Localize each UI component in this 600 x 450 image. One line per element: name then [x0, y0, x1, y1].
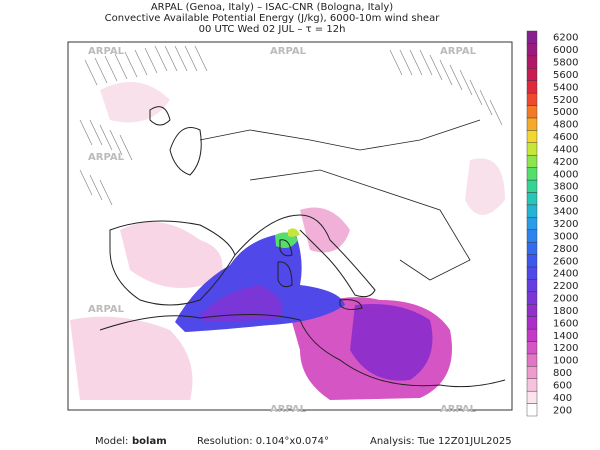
- colorbar-swatch: [526, 154, 538, 168]
- colorbar-label: 3400: [553, 207, 578, 218]
- colorbar-label: 2000: [553, 294, 578, 305]
- colorbar-label: 3200: [553, 219, 578, 230]
- colorbar-swatch: [526, 254, 538, 268]
- colorbar-label: 2200: [553, 281, 578, 292]
- colorbar-label: 3600: [553, 194, 578, 205]
- colorbar-label: 2400: [553, 269, 578, 280]
- colorbar-swatch: [526, 192, 538, 206]
- colorbar-swatch: [526, 353, 538, 367]
- colorbar-swatch: [526, 30, 538, 44]
- map: ARPAL ARPAL ARPAL ARPAL ARPAL ARPAL ARPA…: [67, 41, 513, 415]
- colorbar-swatch: [526, 341, 538, 355]
- colorbar-swatch: [526, 55, 538, 69]
- colorbar-swatch: [526, 43, 538, 57]
- colorbar-swatch: [526, 117, 538, 131]
- colorbar-label: 1400: [553, 331, 578, 342]
- colorbar-label: 2800: [553, 244, 578, 255]
- colorbar-swatch: [526, 366, 538, 379]
- watermark: ARPAL: [88, 152, 125, 163]
- colorbar-swatch: [526, 80, 538, 94]
- header-line: ARPAL (Genoa, Italy) – ISAC-CNR (Bologna…: [151, 2, 393, 13]
- colorbar-label: 4200: [553, 157, 578, 168]
- colorbar-label: 5200: [553, 95, 578, 106]
- colorbar-swatch: [526, 68, 538, 81]
- footer-model: bolam: [132, 436, 167, 447]
- colorbar-label: 4600: [553, 132, 578, 143]
- colorbar-swatch: [526, 316, 538, 330]
- watermark: ARPAL: [440, 46, 477, 57]
- colorbar-label: 3000: [553, 231, 578, 242]
- colorbar-label: 1200: [553, 343, 578, 354]
- colorbar-label: 5000: [553, 107, 578, 118]
- colorbar-label: 6200: [553, 33, 578, 44]
- footer-resolution: Resolution: 0.104°x0.074°: [197, 436, 329, 447]
- colorbar-swatch: [526, 241, 538, 255]
- watermark: ARPAL: [88, 304, 125, 315]
- colorbar-swatch: [526, 204, 538, 218]
- colorbar-swatch: [526, 130, 538, 143]
- footer-label: Model:: [95, 436, 128, 447]
- colorbar-swatch: [526, 378, 538, 392]
- colorbar-swatch: [526, 291, 538, 305]
- colorbar-label: 600: [553, 380, 572, 391]
- header-line: 00 UTC Wed 02 JUL – τ = 12h: [199, 24, 346, 35]
- colorbar-label: 4400: [553, 144, 578, 155]
- colorbar-label: 800: [553, 368, 572, 379]
- colorbar-swatch: [526, 167, 538, 181]
- colorbar-swatch: [526, 266, 538, 280]
- colorbar-swatch: [526, 179, 538, 193]
- watermark: ARPAL: [270, 404, 307, 415]
- colorbar-swatch: [526, 279, 538, 293]
- colorbar-swatch: [526, 403, 538, 417]
- colorbar-label: 6000: [553, 45, 578, 56]
- colorbar-swatch: [526, 229, 538, 243]
- colorbar-label: 5600: [553, 70, 578, 81]
- colorbar-label: 1000: [553, 356, 578, 367]
- colorbar-swatch: [526, 304, 538, 317]
- colorbar-label: 400: [553, 393, 572, 404]
- colorbar-swatch: [526, 105, 538, 119]
- colorbar-label: 1800: [553, 306, 578, 317]
- colorbar-label: 200: [553, 405, 572, 416]
- colorbar-label: 4800: [553, 120, 578, 131]
- colorbar-label: 5800: [553, 58, 578, 69]
- colorbar-label: 4000: [553, 169, 578, 180]
- watermark: ARPAL: [270, 46, 307, 57]
- colorbar-swatch: [526, 217, 538, 230]
- colorbar-swatch: [526, 92, 538, 106]
- colorbar-swatch: [526, 328, 538, 342]
- colorbar-label: 2600: [553, 256, 578, 267]
- colorbar-swatch: [526, 390, 538, 404]
- watermark: ARPAL: [88, 46, 125, 57]
- footer-analysis: Analysis: Tue 12Z01JUL2025: [370, 436, 512, 447]
- colorbar-label: 1600: [553, 318, 578, 329]
- header-line: Convective Available Potential Energy (J…: [105, 13, 441, 24]
- colorbar-label: 5400: [553, 82, 578, 93]
- colorbar-swatch: [526, 142, 538, 156]
- watermark: ARPAL: [440, 404, 477, 415]
- colorbar-label: 3800: [553, 182, 578, 193]
